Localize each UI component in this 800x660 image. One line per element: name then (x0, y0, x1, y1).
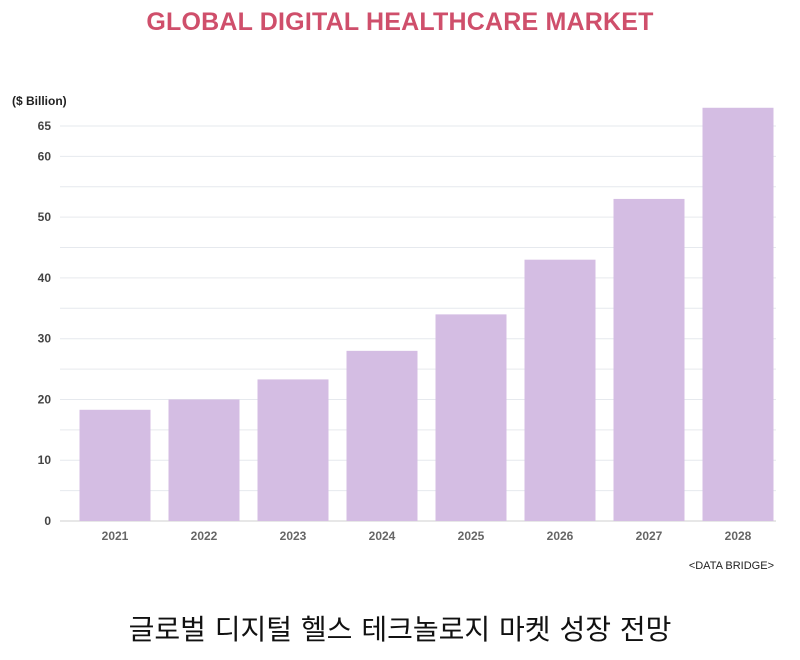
korean-caption: 글로벌 디지털 헬스 테크놀로지 마켓 성장 전망 (128, 613, 672, 646)
y-tick-label: 10 (38, 453, 52, 467)
x-tick-label: 2022 (191, 529, 218, 543)
bar-2027 (613, 198, 685, 521)
y-tick-label: 65 (38, 119, 52, 133)
y-tick-label: 20 (38, 392, 52, 406)
y-tick-label: 0 (44, 514, 51, 528)
x-tick-label: 2023 (280, 529, 307, 543)
y-tick-label: 40 (38, 271, 52, 285)
bar-2021 (79, 409, 151, 521)
y-axis-ticks: 0 10 20 30 40 50 60 65 (38, 119, 52, 528)
y-axis-unit-label: ($ Billion) (12, 94, 67, 108)
bars (79, 107, 774, 522)
bar-2022 (168, 399, 240, 521)
y-tick-label: 60 (38, 149, 52, 163)
x-tick-label: 2025 (458, 529, 485, 543)
x-tick-label: 2027 (636, 529, 663, 543)
x-tick-label: 2024 (369, 529, 396, 543)
y-tick-label: 50 (38, 210, 52, 224)
bar-2023 (257, 379, 329, 521)
bar-2028 (702, 107, 774, 522)
x-tick-label: 2026 (547, 529, 574, 543)
x-tick-label: 2021 (102, 529, 129, 543)
y-tick-label: 30 (38, 332, 52, 346)
bar-2026 (524, 259, 596, 521)
chart-title: GLOBAL DIGITAL HEALTHCARE MARKET (146, 8, 654, 36)
bar-2024 (346, 350, 418, 521)
x-axis-labels: 2021 2022 2023 2024 2025 2026 2027 2028 (102, 529, 752, 543)
source-label: <DATA BRIDGE> (688, 560, 774, 572)
bar-2025 (435, 314, 507, 521)
x-tick-label: 2028 (725, 529, 752, 543)
